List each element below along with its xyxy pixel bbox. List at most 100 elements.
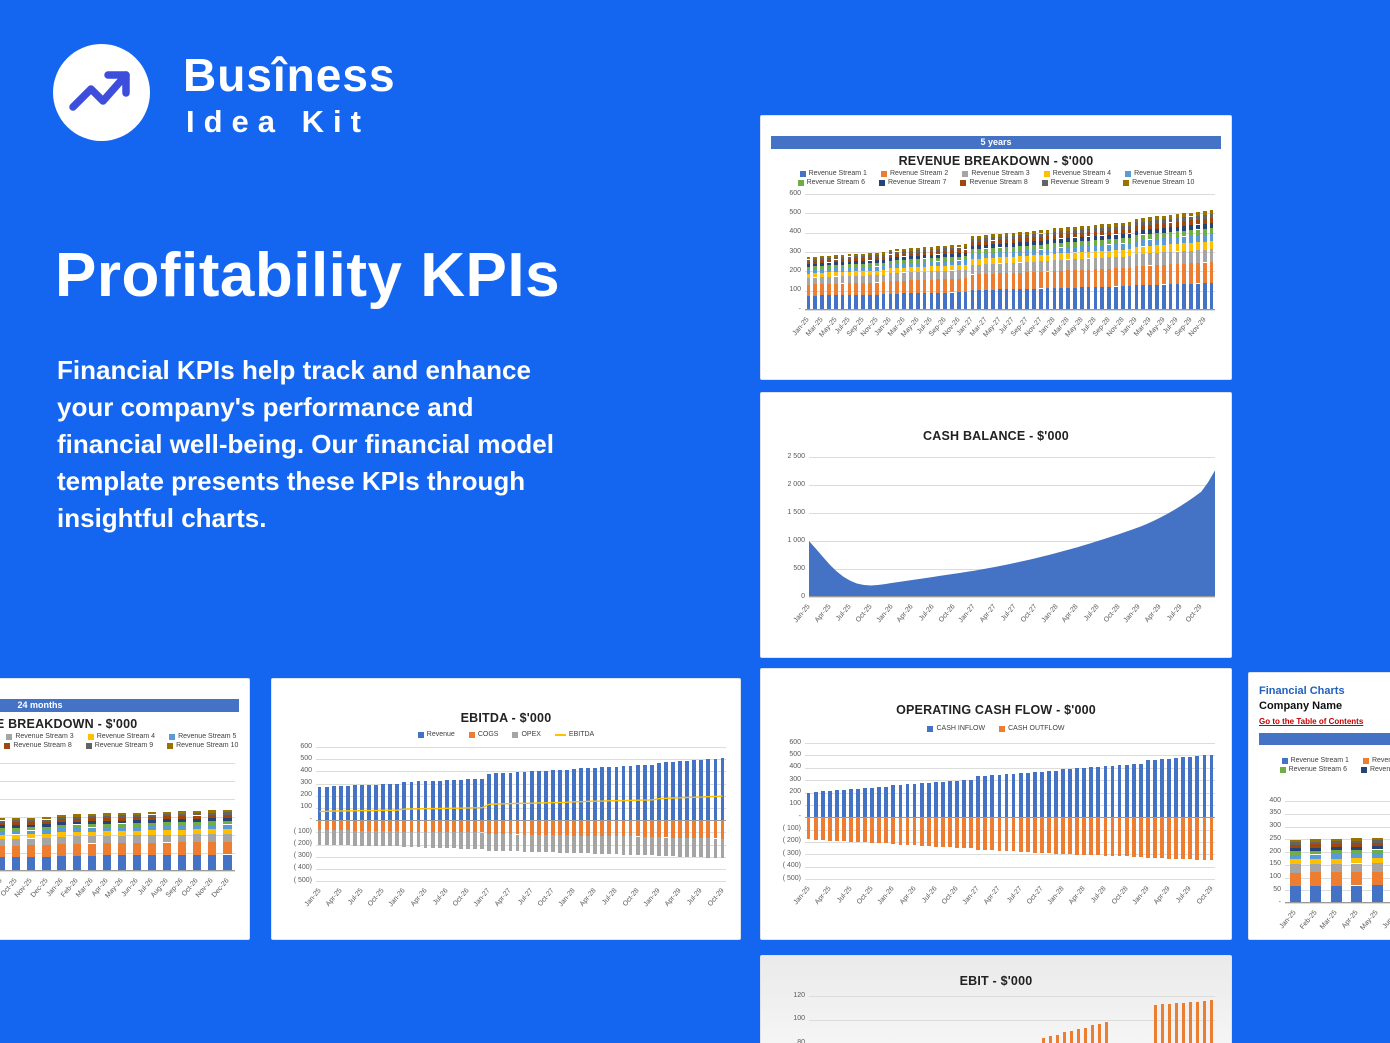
bar-segment (991, 257, 995, 264)
axis-line (809, 596, 1215, 597)
bar-segment (813, 258, 818, 261)
bar-segment (881, 294, 886, 310)
bar-segment (102, 815, 111, 818)
bar-segment (902, 253, 906, 257)
bar-segment (1093, 258, 1098, 270)
bar-segment (621, 766, 626, 821)
bar-segment (1175, 237, 1180, 244)
legend-item: Revenue Stream 9 (85, 742, 153, 749)
hero-description-line: Financial KPIs help track and enhance (57, 355, 531, 385)
grid-line (805, 804, 1215, 806)
bar-segment (147, 842, 157, 856)
bar-segment (317, 787, 322, 821)
bar-segment (12, 822, 21, 825)
bar-segment (423, 831, 428, 848)
bar-segment (1107, 227, 1111, 231)
bar-segment (820, 255, 824, 259)
legend-item: Revenue Stream 6 (797, 179, 865, 186)
bar-segment (1167, 1004, 1172, 1043)
bar-segment (936, 266, 941, 272)
bar-segment (42, 821, 51, 825)
bar-segment (984, 264, 988, 274)
bar-segment (444, 820, 449, 832)
bar-segment (895, 280, 900, 294)
bar-segment (820, 258, 824, 261)
bar-segment (1004, 233, 1009, 237)
bar-segment (956, 260, 961, 266)
bar-segment (1196, 250, 1200, 263)
bar-segment (977, 289, 982, 310)
legend-color-swatch (167, 742, 174, 749)
bar-segment (888, 254, 893, 258)
bar-segment (956, 292, 961, 310)
chart-legend: Revenue Stream 1 Revenue Stream 2 Revenue … (761, 170, 1231, 186)
y-tick-label: 100 (1269, 873, 1281, 880)
bar-segment (522, 834, 527, 852)
bar-segment (1134, 285, 1139, 310)
bar-segment (1196, 224, 1200, 230)
bar-segment (936, 261, 941, 266)
bar-segment (1083, 1027, 1088, 1043)
y-tick-label: 100 (793, 1015, 805, 1022)
table-of-contents-link[interactable]: Go to the Table of Contents (1259, 717, 1364, 726)
bar-segment (1120, 268, 1125, 287)
bar-segment (902, 267, 906, 273)
bar-segment (223, 833, 232, 842)
legend-color-swatch (87, 733, 94, 740)
bar-segment (208, 854, 217, 871)
bar-segment (1107, 257, 1111, 269)
grid-line (805, 767, 1215, 769)
bar-segment (451, 779, 456, 821)
bar-segment (997, 273, 1002, 290)
bar-segment (12, 834, 21, 839)
bar-segment (388, 830, 393, 847)
revenue-breakdown-5y-card: 5 years REVENUE BREAKDOWN - $'000 Revenu… (760, 115, 1232, 380)
bar-segment (381, 820, 386, 831)
grid-line (809, 996, 1215, 997)
bar-segment (1079, 241, 1084, 247)
bar-segment (1052, 270, 1057, 288)
bar-segment (984, 253, 988, 259)
bar-segment (1330, 858, 1342, 864)
bar-segment (1134, 235, 1139, 241)
bar-segment (806, 817, 811, 840)
bar-segment (902, 259, 906, 264)
bar-segment (692, 838, 697, 858)
bar-segment (1138, 763, 1143, 818)
bar-segment (827, 262, 831, 266)
bar-segment (529, 771, 534, 821)
bar-segment (1079, 226, 1084, 230)
bar-segment (0, 845, 6, 857)
bar-segment (586, 820, 591, 836)
legend-label: Revenue Stream 1 (808, 170, 867, 177)
bar-segment (565, 835, 569, 853)
bar-segment (1351, 838, 1363, 841)
bar-segment (163, 855, 172, 871)
bar-segment (223, 814, 232, 818)
bar-segment (1045, 233, 1050, 237)
bar-segment (1371, 858, 1383, 864)
legend-row: CASH INFLOW CASH OUTFLOW (761, 725, 1231, 732)
legend-color-swatch (169, 733, 176, 740)
bar-segment (956, 247, 961, 251)
bar-segment (847, 254, 852, 257)
bar-segment (1155, 216, 1159, 221)
y-tick-label: 300 (1269, 822, 1281, 829)
bar-segment (1310, 839, 1322, 842)
bar-segment (324, 820, 329, 831)
bar-segment (543, 820, 548, 835)
bar-segment (1004, 251, 1009, 258)
bar-segment (72, 843, 81, 856)
bar-segment (208, 821, 217, 825)
bar-segment (1018, 250, 1023, 257)
bar-segment (1168, 237, 1173, 245)
grid-line (1285, 826, 1390, 828)
bar-segment (991, 234, 995, 238)
bar-segment (1155, 233, 1159, 239)
bar-segment (1120, 243, 1125, 250)
bar-segment (1059, 270, 1064, 288)
bar-segment (1161, 264, 1166, 285)
bar-segment (402, 782, 407, 821)
bar-segment (501, 772, 506, 821)
bar-segment (1209, 210, 1214, 215)
